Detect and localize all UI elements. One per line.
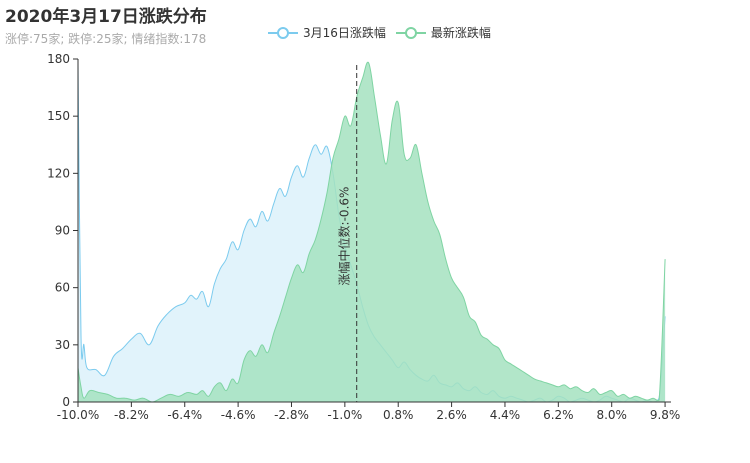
x-tick-label: 6.2% bbox=[543, 408, 574, 422]
y-tick-label: 30 bbox=[55, 338, 70, 352]
legend-item-series-0[interactable]: 3月16日涨跌幅 bbox=[268, 24, 386, 41]
x-tick-label: 9.8% bbox=[650, 408, 681, 422]
x-tick-label: 0.8% bbox=[383, 408, 414, 422]
x-tick-label: 2.6% bbox=[436, 408, 467, 422]
legend-label-series-1: 最新涨跌幅 bbox=[430, 26, 491, 40]
x-tick-label: -2.8% bbox=[274, 408, 309, 422]
legend-marker-icon bbox=[268, 26, 298, 39]
x-tick-label: 4.4% bbox=[490, 408, 521, 422]
chart-title: 2020年3月17日涨跌分布 bbox=[5, 7, 207, 27]
y-tick-label: 60 bbox=[55, 281, 70, 295]
y-tick-label: 120 bbox=[47, 166, 70, 180]
y-tick-label: 180 bbox=[47, 52, 70, 66]
legend-marker-icon bbox=[395, 26, 426, 39]
series-line-1 bbox=[77, 61, 666, 403]
x-tick-label: -1.0% bbox=[327, 408, 362, 422]
y-tick-label: 150 bbox=[47, 109, 70, 123]
median-label: 涨幅中位数:-0.6% bbox=[337, 187, 352, 286]
x-tick-label: -6.4% bbox=[167, 408, 202, 422]
series-area-0 bbox=[78, 62, 666, 403]
x-tick-label: -8.2% bbox=[114, 408, 149, 422]
legend-label-series-0: 3月16日涨跌幅 bbox=[303, 26, 386, 40]
x-tick-label: 8.0% bbox=[596, 408, 627, 422]
x-tick-label: -10.0% bbox=[57, 408, 99, 422]
legend-item-series-1[interactable]: 最新涨跌幅 bbox=[395, 24, 491, 41]
chart-subtitle: 涨停:75家; 跌停:25家; 情绪指数:178 bbox=[5, 32, 207, 46]
y-tick-label: 90 bbox=[55, 224, 70, 238]
chart-legend: 3月16日涨跌幅 最新涨跌幅 bbox=[268, 24, 501, 41]
x-tick-label: -4.6% bbox=[221, 408, 256, 422]
y-tick-label: 0 bbox=[62, 395, 70, 409]
series-area-1 bbox=[78, 62, 666, 402]
